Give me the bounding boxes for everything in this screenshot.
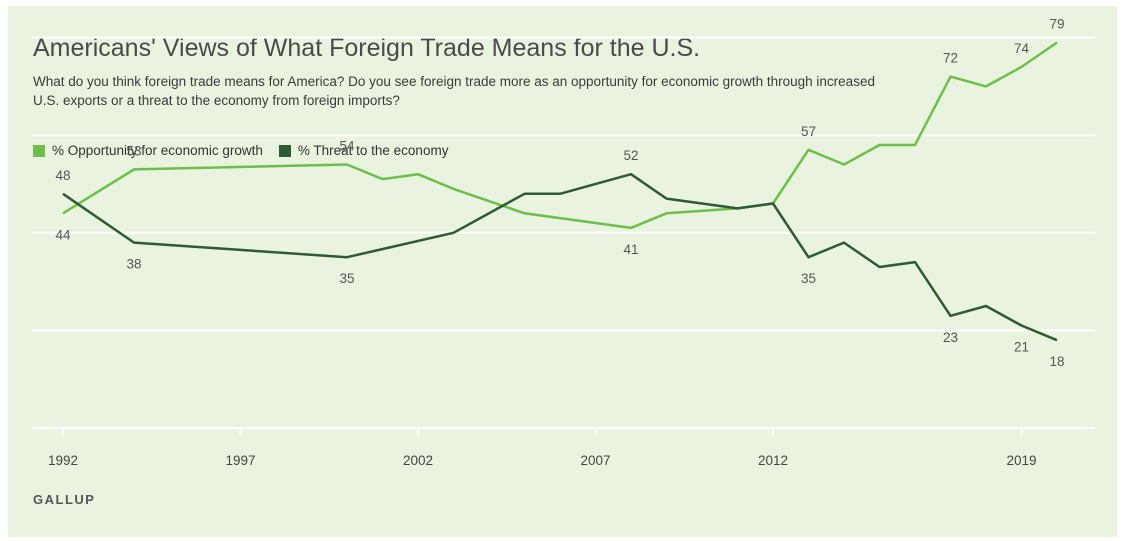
data-label-threat: 38 <box>126 257 141 272</box>
data-label-opportunity: 54 <box>339 138 355 153</box>
source-label: GALLUP <box>33 492 96 507</box>
chart-title: Americans' Views of What Foreign Trade M… <box>33 34 701 62</box>
x-tick-label: 1992 <box>48 453 78 468</box>
data-label-opportunity: 79 <box>1049 16 1064 31</box>
data-label-opportunity: 74 <box>1014 41 1030 56</box>
x-tick-label: 2007 <box>580 453 610 468</box>
data-label-opportunity: 57 <box>801 124 816 139</box>
x-tick-label: 2019 <box>1006 453 1036 468</box>
data-label-threat: 52 <box>623 148 638 163</box>
chart-subtitle: What do you think foreign trade means fo… <box>33 74 875 108</box>
data-label-threat: 18 <box>1049 354 1064 369</box>
data-label-threat: 35 <box>339 271 354 286</box>
chart-card: Americans' Views of What Foreign Trade M… <box>8 6 1117 537</box>
data-label-threat: 35 <box>801 271 816 286</box>
data-label-opportunity: 72 <box>943 51 958 66</box>
legend-label-threat: % Threat to the economy <box>297 143 449 158</box>
x-tick-label: 2002 <box>403 453 433 468</box>
legend-swatch-threat <box>278 144 291 157</box>
legend-label-opportunity: % Opportunity for economic growth <box>52 143 263 158</box>
data-label-opportunity: 41 <box>623 242 638 257</box>
data-label-opportunity: 53 <box>126 143 141 158</box>
legend-item-opportunity: % Opportunity for economic growth <box>33 143 263 158</box>
legend-swatch-opportunity <box>33 144 45 157</box>
x-tick-label: 2012 <box>758 453 788 468</box>
data-label-opportunity: 44 <box>55 227 71 242</box>
chart-legend: % Opportunity for economic growth % Thre… <box>33 143 464 158</box>
data-label-threat: 48 <box>55 168 70 183</box>
legend-item-threat: % Threat to the economy <box>278 143 449 158</box>
data-label-threat: 21 <box>1014 340 1029 355</box>
x-tick-label: 1997 <box>225 453 255 468</box>
series-line-threat <box>62 172 1058 342</box>
data-label-threat: 23 <box>943 330 958 345</box>
